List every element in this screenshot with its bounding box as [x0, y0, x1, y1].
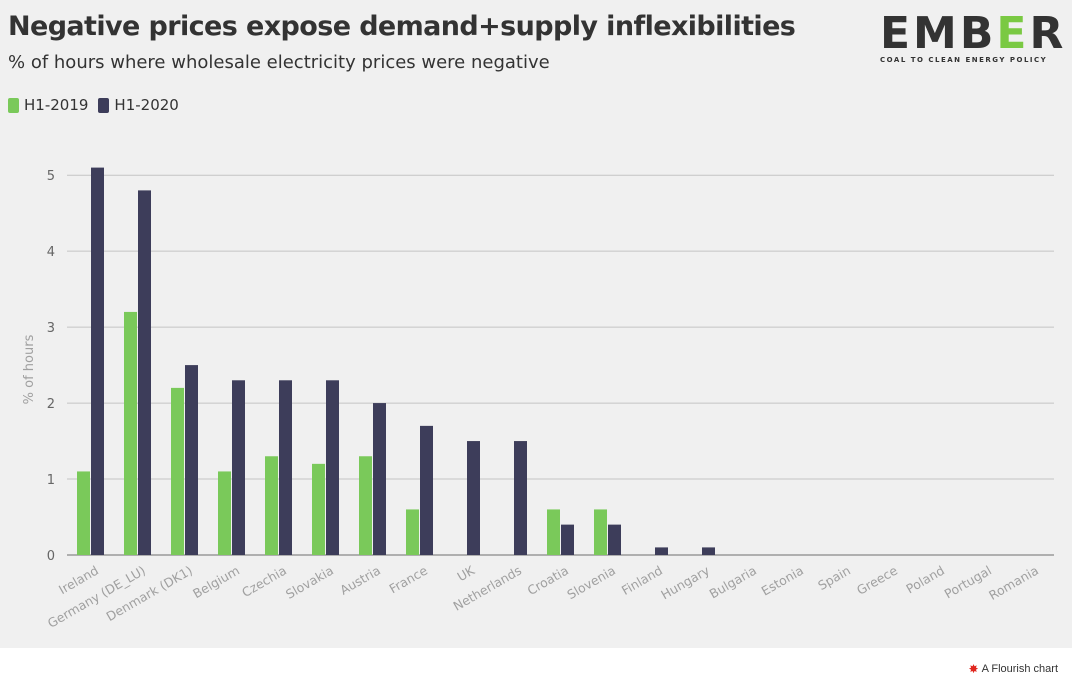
- bar-H1-2020-Austria: [373, 403, 386, 555]
- bar-H1-2020-Belgium: [232, 380, 245, 555]
- bar-H1-2020-Netherlands: [514, 441, 527, 555]
- bar-H1-2019-Denmark (DK1): [171, 387, 184, 555]
- x-tick-label-Estonia: Estonia: [759, 563, 806, 599]
- bar-H1-2019-Slovakia: [312, 463, 325, 555]
- y-axis-label: % of hours: [22, 334, 37, 404]
- bar-H1-2020-Hungary: [702, 547, 715, 555]
- bar-H1-2020-UK: [467, 441, 480, 555]
- logo-tagline: COAL TO CLEAN ENERGY POLICY: [880, 56, 1048, 64]
- x-tick-label-Hungary: Hungary: [658, 562, 712, 602]
- flourish-attribution[interactable]: ✸ A Flourish chart: [969, 662, 1058, 676]
- bar-H1-2020-France: [420, 425, 433, 555]
- bar-H1-2019-Croatia: [547, 509, 560, 555]
- y-tick-label-1: 1: [47, 473, 55, 488]
- legend-label-h1-2020: H1-2020: [114, 96, 179, 114]
- legend-swatch-h1-2019: [8, 97, 19, 113]
- x-tick-label-Slovenia: Slovenia: [564, 563, 618, 603]
- bar-H1-2020-Croatia: [561, 524, 574, 555]
- bar-H1-2020-Slovenia: [608, 524, 621, 555]
- x-tick-label-UK: UK: [454, 562, 477, 584]
- legend-item-h1-2019[interactable]: H1-2019: [8, 96, 88, 114]
- flourish-icon: ✸: [968, 662, 979, 676]
- y-tick-label-2: 2: [47, 397, 55, 412]
- legend-item-h1-2020[interactable]: H1-2020: [98, 96, 179, 114]
- legend-swatch-h1-2020: [98, 97, 110, 113]
- x-tick-label-Belgium: Belgium: [190, 563, 242, 602]
- logo-word-end: R: [1029, 8, 1067, 59]
- y-tick-label-5: 5: [47, 169, 55, 184]
- bar-H1-2020-Czechia: [279, 380, 292, 555]
- legend: H1-2019 H1-2020: [8, 96, 189, 114]
- bar-H1-2020-Slovakia: [326, 380, 339, 555]
- x-tick-label-Slovakia: Slovakia: [283, 563, 336, 602]
- x-tick-label-Austria: Austria: [337, 563, 383, 598]
- bar-H1-2020-Finland: [655, 547, 668, 555]
- y-tick-label-4: 4: [47, 245, 55, 260]
- ember-logo: EMBER COAL TO CLEAN ENERGY POLICY: [880, 12, 1063, 65]
- x-tick-label-Bulgaria: Bulgaria: [707, 563, 759, 602]
- x-tick-label-Czechia: Czechia: [239, 563, 289, 600]
- logo-wordmark: EMBER: [880, 12, 1063, 56]
- bar-H1-2020-Denmark (DK1): [185, 365, 198, 555]
- x-tick-label-Spain: Spain: [815, 563, 853, 593]
- bar-H1-2019-Czechia: [265, 456, 278, 555]
- x-tick-label-Greece: Greece: [854, 562, 900, 597]
- x-tick-label-Croatia: Croatia: [525, 563, 571, 598]
- x-tick-label-Finland: Finland: [619, 563, 665, 598]
- bar-H1-2019-Belgium: [218, 471, 231, 555]
- logo-word-accent: E: [996, 8, 1030, 59]
- x-tick-label-Poland: Poland: [903, 563, 947, 597]
- y-tick-label-0: 0: [47, 549, 55, 564]
- y-tick-label-3: 3: [47, 321, 55, 336]
- chart-title: Negative prices expose demand+supply inf…: [8, 11, 796, 42]
- flourish-label: A Flourish chart: [981, 663, 1058, 675]
- chart-subtitle: % of hours where wholesale electricity p…: [8, 52, 550, 73]
- bar-H1-2019-Germany (DE_LU): [124, 311, 137, 555]
- x-tick-label-Romania: Romania: [986, 563, 1041, 603]
- legend-label-h1-2019: H1-2019: [24, 96, 89, 114]
- bar-H1-2020-Germany (DE_LU): [138, 190, 151, 555]
- bar-H1-2019-Slovenia: [594, 509, 607, 555]
- x-tick-label-Portugal: Portugal: [942, 563, 994, 602]
- bar-H1-2019-Austria: [359, 456, 372, 555]
- logo-word-start: EMB: [880, 8, 997, 59]
- bar-H1-2020-Ireland: [91, 167, 104, 555]
- x-tick-label-France: France: [386, 562, 430, 596]
- bar-H1-2019-Ireland: [77, 471, 90, 555]
- bar-H1-2019-France: [406, 509, 419, 555]
